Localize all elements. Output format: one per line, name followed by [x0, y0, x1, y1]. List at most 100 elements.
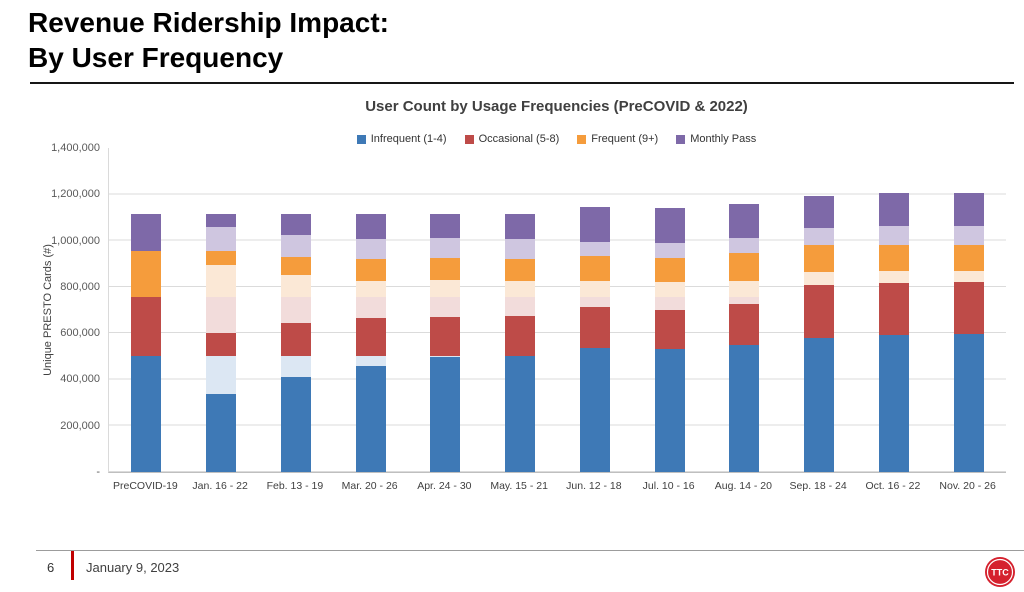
bar-segment-orange	[804, 245, 835, 272]
x-axis-label: PreCOVID-19	[112, 480, 178, 492]
x-axis-labels: PreCOVID-19 Jan. 16 - 22 Feb. 13 - 19 Mar. …	[108, 480, 1005, 492]
bar-slot	[782, 148, 857, 472]
bar-segment-red	[878, 283, 909, 336]
chart-legend: Infrequent (1-4) Occasional (5-8) Frequent…	[108, 133, 1005, 145]
bar-slot	[558, 148, 633, 472]
bar-segment-orange	[654, 257, 685, 283]
bar-segment-red_faded	[280, 297, 311, 323]
bar-segment-red_faded	[654, 297, 685, 311]
bar-slot	[259, 148, 334, 472]
bar-segment-red_faded	[579, 297, 610, 307]
bar-segment-orange	[878, 245, 909, 271]
legend-label: Infrequent (1-4)	[370, 133, 447, 145]
stacked-bar	[953, 193, 984, 472]
bar-slot	[632, 148, 707, 472]
bar-segment-purple	[505, 214, 536, 240]
bar-segment-purple	[280, 214, 311, 235]
bar-segment-blue	[579, 348, 610, 472]
bar-segment-purple_faded	[430, 238, 461, 258]
bar-segment-blue	[355, 365, 386, 472]
bar-segment-purple	[804, 195, 835, 228]
x-axis-label: Apr. 24 - 30	[417, 480, 472, 492]
chart-title: User Count by Usage Frequencies (PreCOVI…	[365, 98, 748, 115]
bar-segment-blue	[206, 394, 237, 472]
bar-segment-purple_faded	[206, 226, 237, 252]
bar-segment-purple	[355, 214, 386, 240]
bar-segment-blue	[729, 344, 760, 472]
legend-swatch-blue	[356, 134, 366, 144]
stacked-bar	[878, 193, 909, 472]
y-tick-label: 1,400,000	[51, 142, 100, 154]
bar-segment-orange_faded	[804, 271, 835, 285]
bar-segment-red	[430, 316, 461, 357]
x-axis-label: Nov. 20 - 26	[939, 480, 996, 492]
bar-segment-blue	[280, 377, 311, 472]
bar-segment-purple_faded	[355, 239, 386, 260]
bar-segment-purple	[430, 214, 461, 239]
y-tick-label: -	[96, 466, 100, 478]
bar-segment-purple_faded	[878, 225, 909, 246]
bar-segment-purple	[878, 193, 909, 226]
bar-segment-orange	[355, 259, 386, 282]
bar-segment-blue	[131, 356, 162, 472]
bar-segment-orange_faded	[355, 281, 386, 298]
stacked-bar	[505, 214, 536, 472]
slide-title-line2: By User Frequency	[28, 42, 284, 73]
bar-segment-red_faded	[430, 297, 461, 317]
bar-segment-blue	[654, 349, 685, 472]
stacked-bar	[206, 214, 237, 472]
x-axis-label: Feb. 13 - 19	[266, 480, 324, 492]
legend-swatch-orange	[577, 134, 587, 144]
bar-slot	[707, 148, 782, 472]
bar-segment-red_faded	[206, 297, 237, 334]
bar-segment-purple_faded	[953, 225, 984, 246]
x-axis-label: Sep. 18 - 24	[789, 480, 847, 492]
bar-segment-purple_faded	[280, 234, 311, 257]
bar-slot	[109, 148, 184, 472]
y-tick-label: 800,000	[60, 280, 100, 293]
bar-segment-orange	[206, 251, 237, 265]
bar-segment-purple_faded	[804, 227, 835, 246]
bar-segment-orange_faded	[505, 281, 536, 298]
bar-segment-orange	[131, 251, 162, 298]
legend-label: Monthly Pass	[690, 133, 757, 145]
legend-swatch-red	[464, 134, 474, 144]
stacked-bar	[654, 208, 685, 472]
bar-segment-orange_faded	[579, 281, 610, 298]
footer-rule	[36, 550, 1024, 551]
bar-segment-purple_faded	[654, 242, 685, 258]
footer-red-divider	[71, 551, 74, 580]
bar-segment-purple	[131, 214, 162, 252]
x-axis-label: Jan. 16 - 22	[192, 480, 248, 492]
bar-segment-purple_faded	[579, 241, 610, 256]
bar-segment-orange_faded	[878, 270, 909, 284]
bar-segment-red	[953, 282, 984, 335]
bar-segment-red	[505, 315, 536, 357]
stacked-bar	[430, 214, 461, 472]
y-tick-label: 1,200,000	[51, 188, 100, 201]
y-tick-label: 1,000,000	[51, 234, 100, 247]
bar-segment-orange_faded	[654, 282, 685, 298]
x-axis-label: May. 15 - 21	[490, 480, 548, 492]
x-axis-label: Mar. 20 - 26	[341, 480, 398, 492]
bar-segment-orange	[729, 253, 760, 282]
y-tick-label: 400,000	[60, 373, 100, 386]
slide-title: Revenue Ridership Impact: By User Freque…	[28, 5, 389, 75]
bar-segment-blue_faded	[206, 356, 237, 395]
bar-segment-red	[131, 297, 162, 357]
bar-segment-orange_faded	[280, 275, 311, 298]
bar-segment-orange	[953, 245, 984, 271]
bar-segment-blue	[804, 337, 835, 472]
bar-segment-red_faded	[355, 297, 386, 319]
bar-segment-purple	[206, 214, 237, 227]
bar-segment-purple	[729, 203, 760, 239]
y-tick-label: 600,000	[60, 327, 100, 340]
legend-label: Occasional (5-8)	[478, 133, 560, 145]
ttc-logo-text: TTC	[991, 568, 1009, 578]
stacked-bar	[804, 195, 835, 472]
bar-segment-blue_faded	[430, 356, 461, 358]
bar-segment-orange	[505, 259, 536, 282]
bar-segment-red	[654, 310, 685, 350]
